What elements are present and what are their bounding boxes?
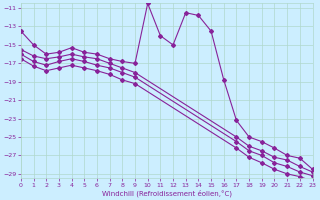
X-axis label: Windchill (Refroidissement éolien,°C): Windchill (Refroidissement éolien,°C) bbox=[102, 189, 232, 197]
